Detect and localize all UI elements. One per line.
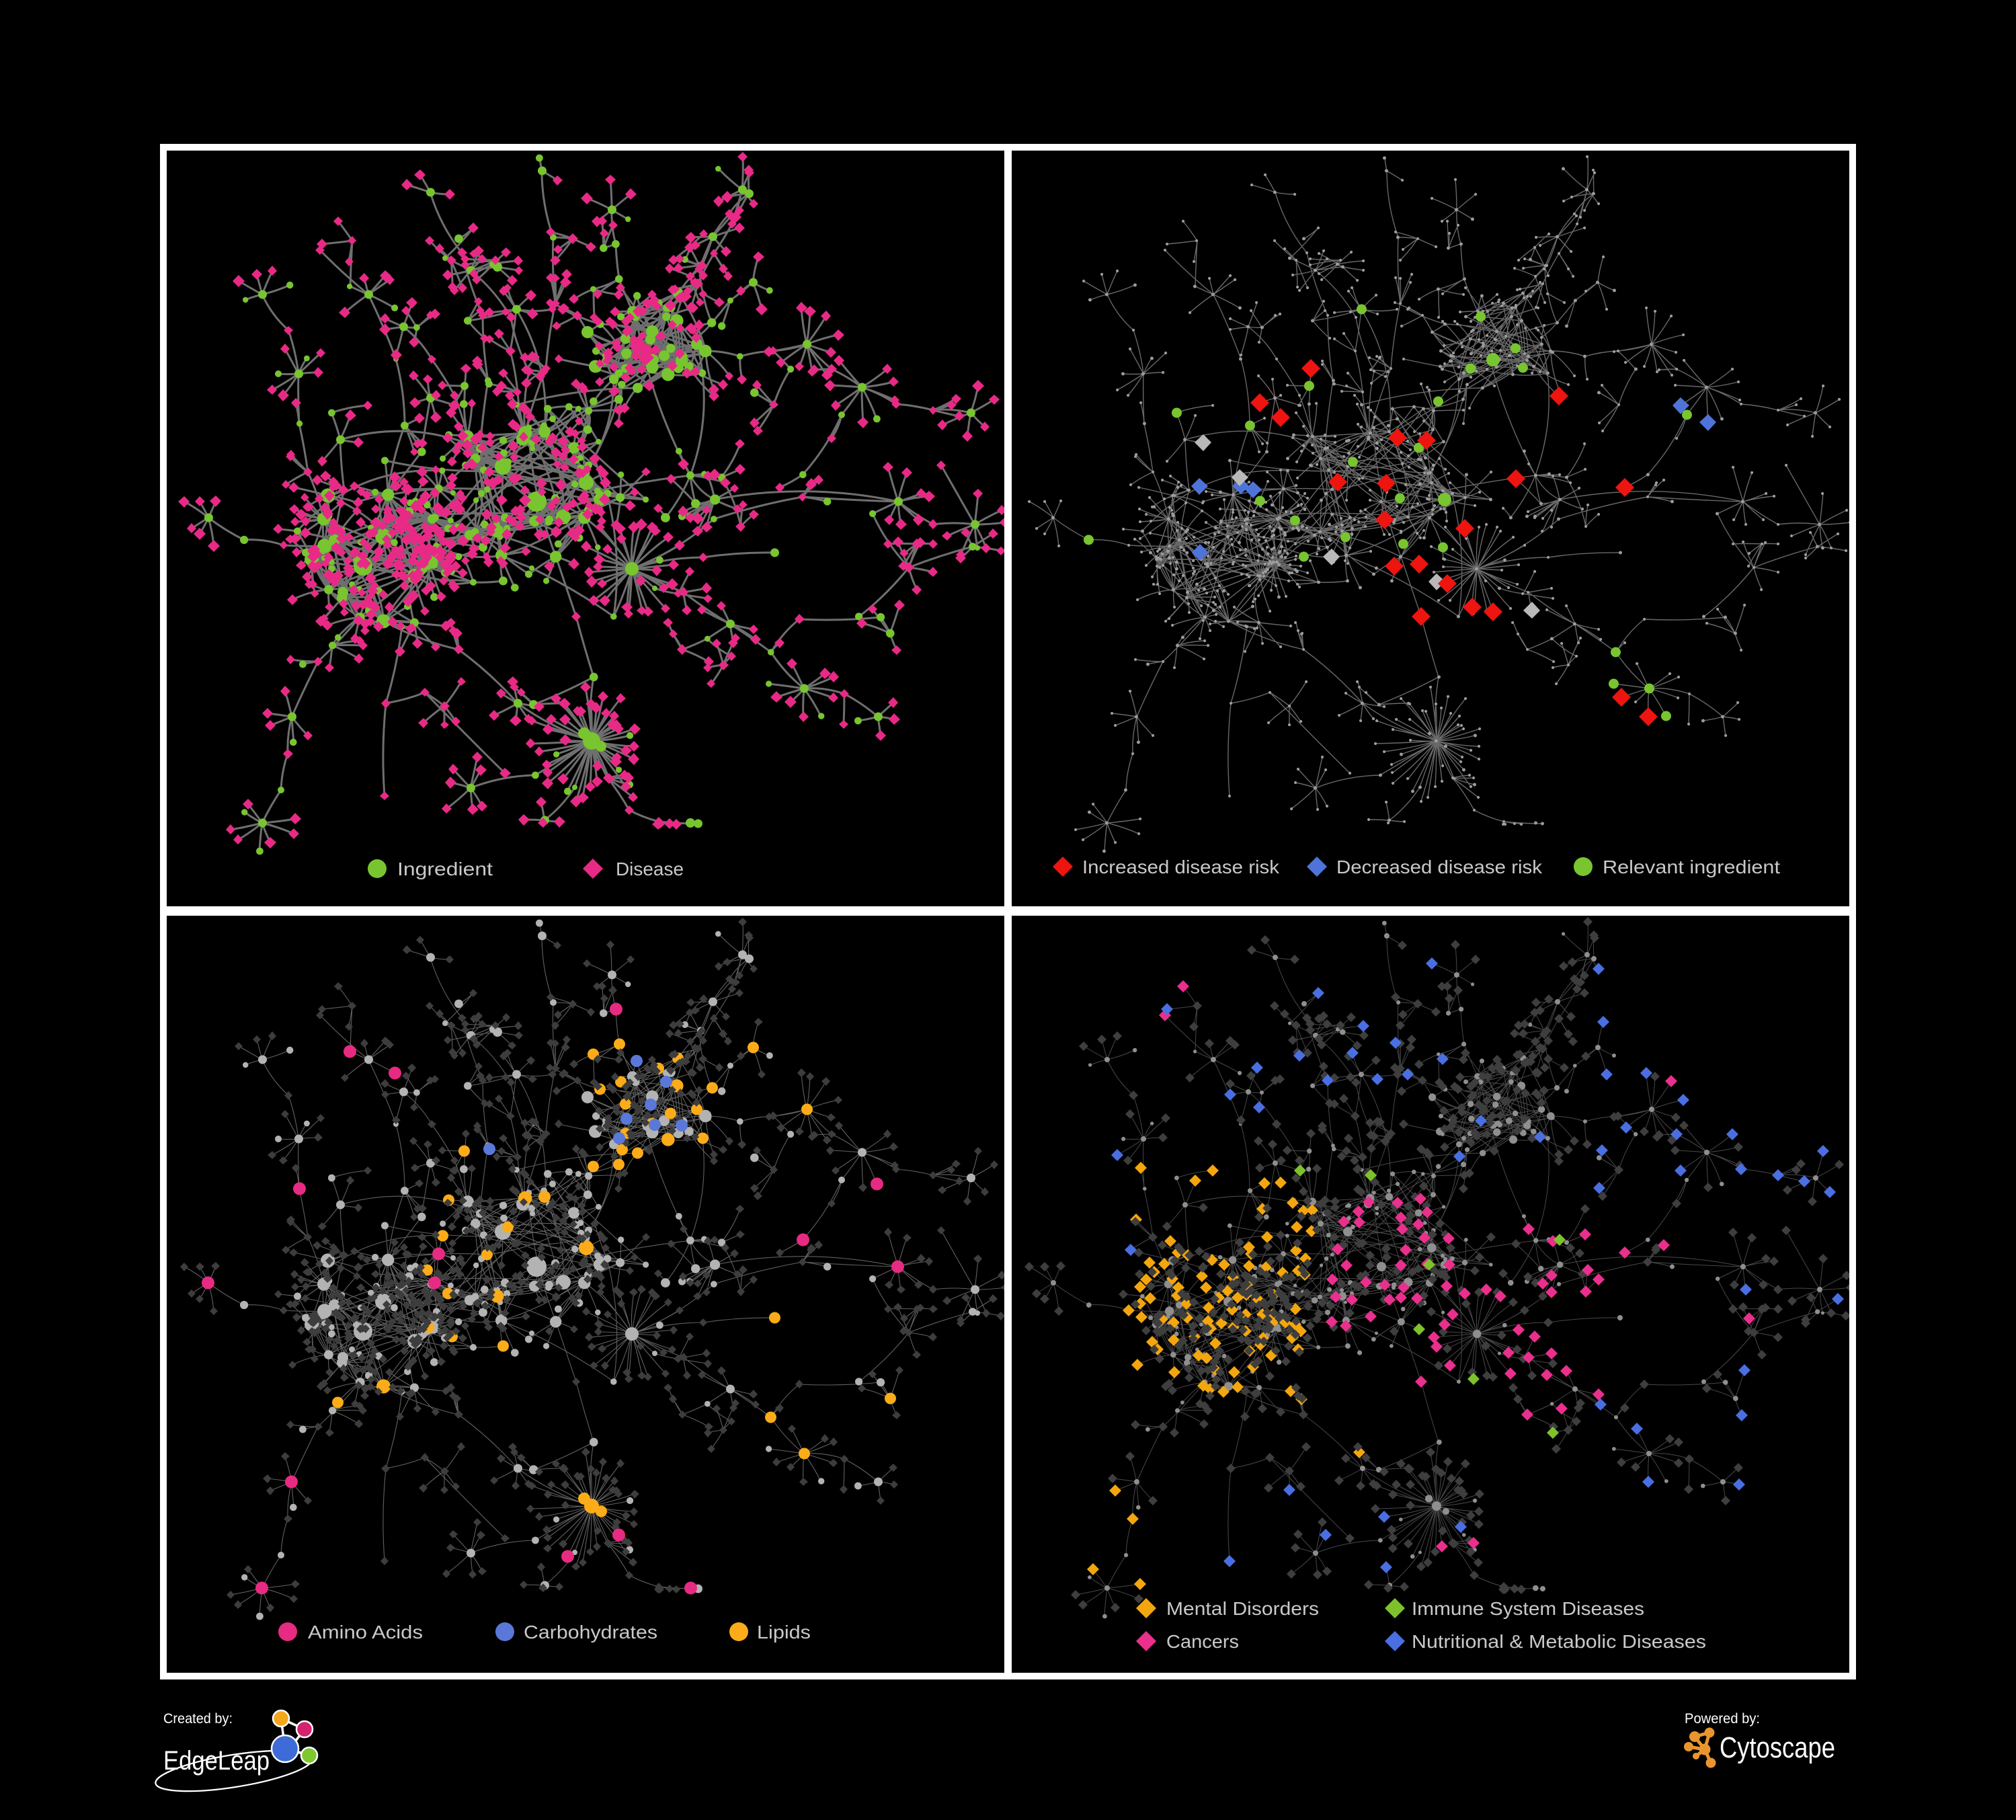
svg-text:Created by:: Created by: xyxy=(163,1711,233,1727)
svg-text:Relevant ingredient: Relevant ingredient xyxy=(1603,857,1780,877)
svg-text:Ingredient: Ingredient xyxy=(397,859,493,879)
svg-text:Cancers: Cancers xyxy=(1166,1631,1239,1652)
svg-text:Disease: Disease xyxy=(616,859,684,879)
svg-text:Cytoscape: Cytoscape xyxy=(1720,1731,1835,1764)
svg-text:Lipids: Lipids xyxy=(757,1622,811,1643)
svg-text:EdgeLeap: EdgeLeap xyxy=(163,1746,270,1776)
svg-text:Carbohydrates: Carbohydrates xyxy=(524,1622,657,1643)
svg-text:Decreased disease risk: Decreased disease risk xyxy=(1336,857,1543,877)
svg-text:Amino Acids: Amino Acids xyxy=(308,1622,423,1643)
svg-text:Powered by:: Powered by: xyxy=(1685,1711,1760,1727)
svg-text:Nutritional & Metabolic Diseas: Nutritional & Metabolic Diseases xyxy=(1412,1631,1706,1652)
svg-text:Mental Disorders: Mental Disorders xyxy=(1166,1598,1319,1619)
svg-text:Increased disease risk: Increased disease risk xyxy=(1082,857,1280,877)
svg-text:Immune System Diseases: Immune System Diseases xyxy=(1412,1598,1644,1619)
